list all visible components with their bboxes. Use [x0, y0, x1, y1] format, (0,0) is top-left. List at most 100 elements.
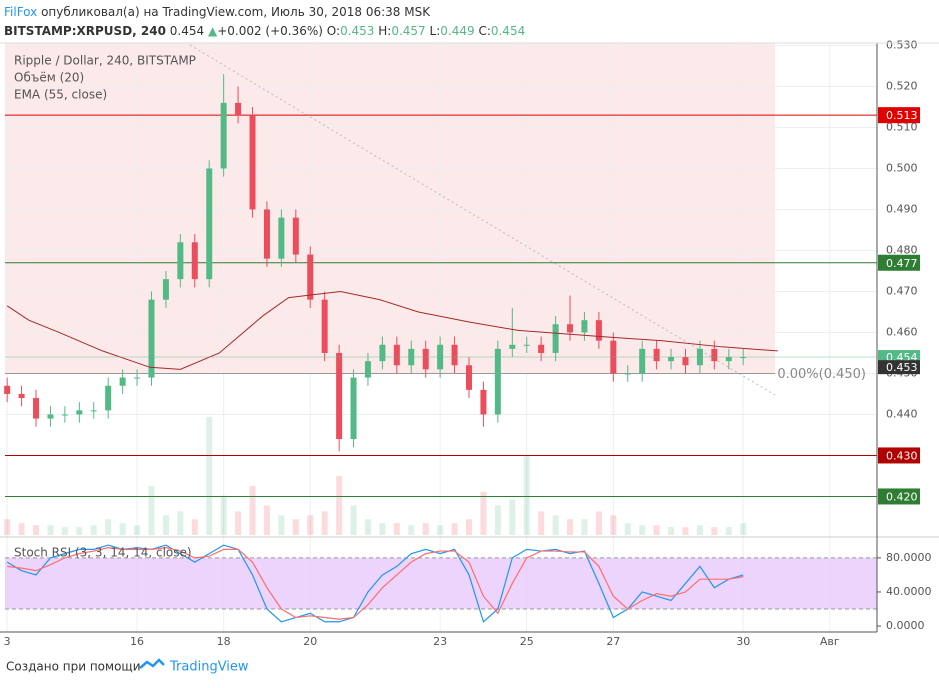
price: 0.454 — [169, 24, 205, 38]
volume-bar — [278, 515, 285, 535]
candle-body — [480, 389, 487, 415]
x-tick-label: 25 — [520, 635, 534, 648]
volume-bar — [61, 527, 68, 535]
candle-body — [364, 361, 371, 378]
volume-bar — [4, 519, 11, 535]
volume-bar — [350, 505, 357, 535]
legend: Ripple / Dollar, 240, BITSTAMP — [14, 54, 196, 68]
volume-bar — [437, 525, 444, 535]
candle-body — [725, 357, 732, 362]
volume-bar — [668, 527, 675, 535]
stoch-title: Stoch RSI (3, 3, 14, 14, close) — [14, 546, 192, 560]
y-tick-label: 0.520 — [886, 79, 918, 92]
price-tag — [878, 360, 920, 375]
h: 0.457 — [391, 24, 426, 38]
volume-bar — [134, 525, 141, 535]
candle-body — [47, 414, 54, 419]
candle-body — [307, 254, 314, 300]
candle-body — [220, 102, 227, 169]
c: 0.454 — [490, 24, 526, 38]
volume-bar — [408, 525, 415, 535]
candle-body — [76, 410, 83, 415]
candle-body — [61, 414, 68, 416]
volume-bar — [162, 515, 169, 535]
candle-body — [350, 377, 357, 440]
candle-body — [90, 410, 97, 412]
candle-body — [379, 344, 386, 362]
x-tick-label: Авг — [820, 635, 840, 648]
candle-body — [422, 348, 429, 370]
y-tick-label: 0.440 — [886, 407, 918, 420]
level-tag — [878, 488, 920, 505]
quote-line: BITSTAMP:XRPUSD, 240 0.454 ▲+0.002 (+0.3… — [4, 22, 525, 41]
tv-logo — [139, 658, 165, 669]
zone — [5, 43, 775, 374]
volume-bar — [307, 515, 314, 535]
volume-bar — [249, 485, 256, 535]
trend-line — [189, 44, 776, 396]
candle-body — [581, 320, 588, 333]
volume-bar — [422, 523, 429, 535]
symbol: BITSTAMP:XRPUSD, 240 — [4, 24, 166, 38]
candle-body — [711, 348, 718, 362]
candle-body — [393, 344, 400, 366]
author[interactable]: FilFox — [4, 5, 38, 19]
candle-body — [567, 324, 574, 333]
candle-body — [191, 242, 198, 280]
volume-bar — [740, 523, 747, 535]
y-tick-label: 0.510 — [886, 120, 918, 133]
volume-bar — [538, 511, 545, 535]
legend: Объём (20) — [14, 71, 84, 85]
volume-bar — [523, 456, 530, 535]
candle-body — [509, 344, 516, 349]
volume-bar — [480, 491, 487, 535]
l: 0.449 — [440, 24, 475, 38]
candle-body — [249, 115, 256, 210]
volume-bar — [206, 416, 213, 535]
volume-bar — [466, 519, 473, 535]
o-label: O: — [326, 24, 341, 38]
candle-body — [292, 217, 299, 255]
candle-body — [408, 348, 415, 366]
arrow: ▲ — [207, 24, 218, 38]
level-tag — [878, 107, 920, 124]
footer-brand[interactable]: TradingView — [169, 660, 249, 675]
volume-bar — [292, 519, 299, 535]
candle-body — [437, 344, 444, 370]
candle-body — [321, 299, 328, 353]
volume-bar — [725, 527, 732, 535]
candle-body — [148, 299, 155, 378]
candle-body — [119, 377, 126, 386]
ema-line — [6, 290, 778, 370]
candle-body — [494, 348, 501, 415]
candle-body — [33, 398, 40, 419]
candle-body — [682, 357, 689, 366]
volume-bar — [639, 525, 646, 535]
volume-bar — [191, 519, 198, 535]
h-label: H: — [378, 24, 392, 38]
volume-bar — [696, 525, 703, 535]
level-tag — [878, 254, 920, 271]
y-tick-label: 80.0000 — [886, 551, 932, 564]
volume-bar — [177, 511, 184, 535]
volume-bar — [105, 519, 112, 535]
candle-body — [523, 344, 530, 346]
candle-body — [668, 357, 675, 362]
x-tick-label: 30 — [736, 635, 750, 648]
candle-body — [4, 385, 11, 394]
candle-body — [278, 217, 285, 259]
price-label: 0.453 — [886, 361, 918, 374]
x-tick-label: 3 — [4, 635, 11, 648]
candle-body — [235, 102, 242, 116]
volume-bar — [235, 511, 242, 535]
stoch-line — [7, 547, 744, 620]
volume-bar — [33, 525, 40, 535]
candle-body — [105, 385, 112, 411]
volume-bar — [509, 499, 516, 535]
volume-bar — [682, 527, 689, 535]
volume-bar — [379, 523, 386, 535]
volume-bar — [653, 525, 660, 535]
x-tick-label: 20 — [303, 635, 317, 648]
legend: EMA (55, close) — [14, 88, 107, 102]
